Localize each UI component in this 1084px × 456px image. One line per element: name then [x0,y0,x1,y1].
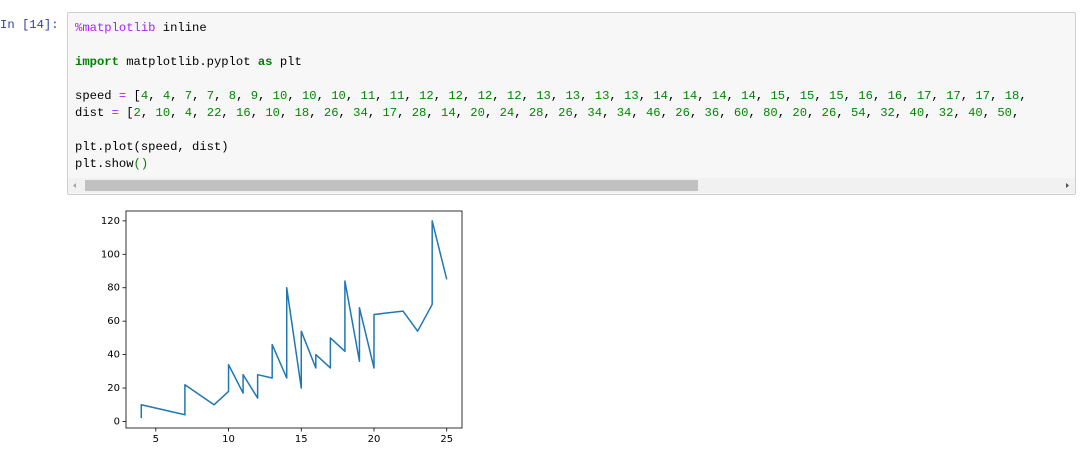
scrollbar[interactable] [68,178,1075,193]
code-line: dist = [2, 10, 4, 22, 16, 10, 18, 26, 34… [75,105,1027,122]
y-tick-label: 100 [101,249,120,260]
code-token: () [133,157,149,171]
code-token: as [257,55,273,69]
code-line: plt.show() [75,156,1027,173]
code-token: = [118,89,127,103]
code-token: %matplotlib [75,21,156,35]
code-token: dist [75,106,112,120]
data-line [140,220,448,419]
code-line: plt.plot(speed, dist) [75,139,1027,156]
y-tick-label: 120 [101,216,120,227]
x-tick-label: 25 [440,434,453,445]
axes-frame [125,210,463,429]
scroll-left[interactable] [73,183,76,188]
code-token: [2, 10, 4, 22, 16, 10, 18, 26, 34, 17, 2… [118,106,1020,120]
code-cell[interactable]: %matplotlib inline import matplotlib.pypl… [67,12,1076,195]
code-token: speed [75,89,119,103]
code-token: plt.show [75,157,134,171]
scroll-thumb[interactable] [85,180,698,191]
code-token: [4, 4, 7, 7, 8, 9, 10, 10, 10, 11, 11, 1… [126,89,1027,103]
x-tick-label: 15 [295,434,308,445]
code-token: = [111,106,119,120]
x-tick-label: 5 [153,434,159,445]
code-line: %matplotlib inline [75,20,1027,37]
code-editor[interactable]: %matplotlib inline import matplotlib.pypl… [75,20,1027,173]
code-token: matplotlib.pyplot [118,55,258,69]
code-line: import matplotlib.pyplot as plt [75,54,1027,71]
y-tick-label: 60 [107,316,120,327]
code-token: import [75,55,119,69]
scroll-right[interactable] [1066,183,1069,188]
code-line: speed = [4, 4, 7, 7, 8, 9, 10, 10, 10, 1… [75,88,1027,105]
y-tick-label: 40 [107,350,120,361]
y-tick-label: 80 [107,283,120,294]
x-tick-label: 10 [222,434,235,445]
code-token: inline [155,21,207,35]
x-tick-label: 20 [368,434,381,445]
code-token: plt [272,55,302,69]
y-tick-label: 0 [114,416,120,427]
cell-prompt: In [14]: [0,18,59,32]
code-token: plt.plot(speed, dist) [75,140,229,154]
y-tick-label: 20 [107,383,120,394]
